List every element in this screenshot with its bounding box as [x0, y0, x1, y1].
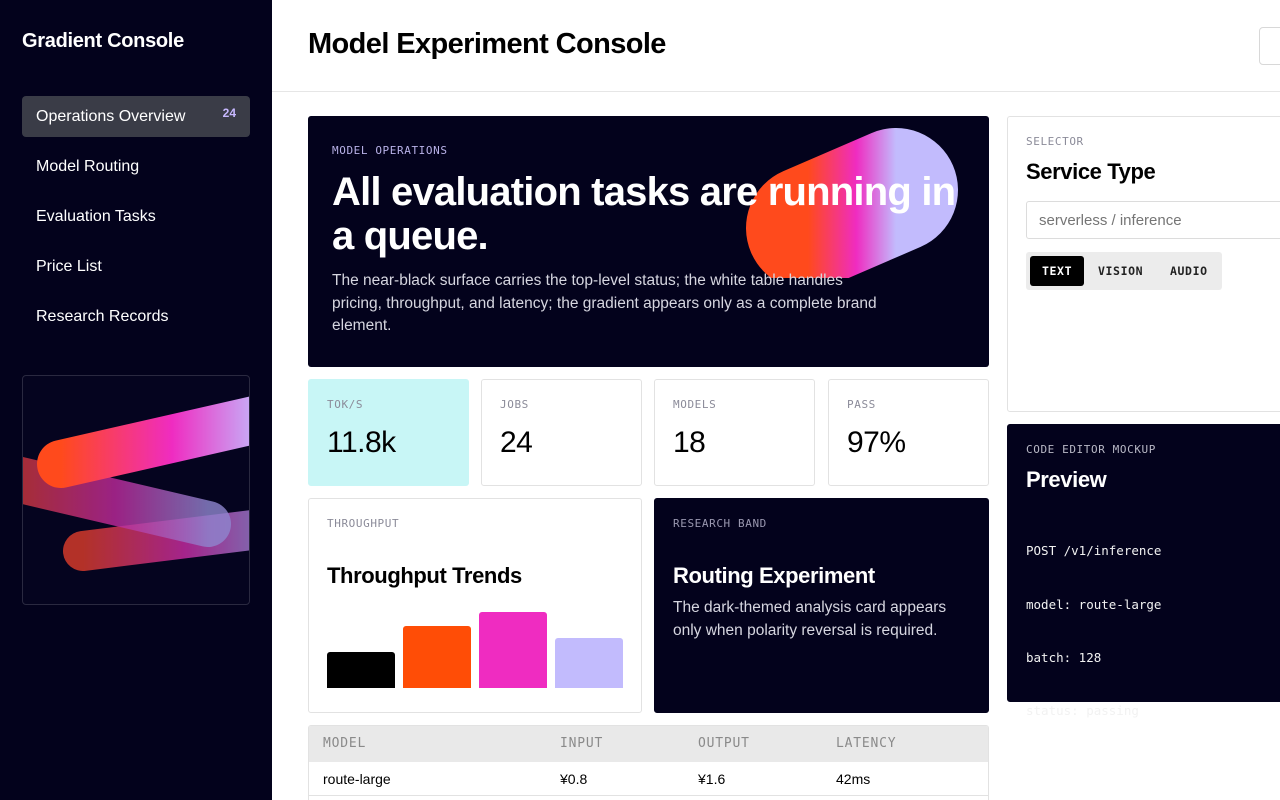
card-eyebrow: RESEARCH BAND — [673, 517, 767, 530]
selector-card: SELECTOR Service Type TEXT VISION AUDIO — [1007, 116, 1280, 412]
hero-description: The near-black surface carries the top-l… — [332, 272, 877, 334]
segment-audio[interactable]: AUDIO — [1170, 264, 1208, 278]
sidebar-item-label: Research Records — [36, 307, 169, 325]
card-title: Preview — [1026, 467, 1107, 492]
stat-label: JOBS — [500, 398, 529, 411]
stat-value: 97% — [847, 426, 906, 459]
card-title: Throughput Trends — [327, 563, 522, 588]
sidebar-item-label: Price List — [36, 257, 102, 275]
card-eyebrow: THROUGHPUT — [327, 517, 400, 530]
cell-output: ¥1.6 — [698, 771, 726, 787]
stat-label: PASS — [847, 398, 876, 411]
sidebar-item-research-records[interactable]: Research Records — [22, 296, 250, 337]
code-preview-card: CODE EDITOR MOCKUP Preview POST /v1/infe… — [1007, 424, 1280, 718]
stat-card-tok-s: TOK/S 11.8k — [308, 379, 469, 486]
modality-segmented-control: TEXT VISION AUDIO — [1026, 252, 1222, 290]
hero-title: All evaluation tasks are running in a qu… — [332, 170, 956, 258]
throughput-card: THROUGHPUT Throughput Trends — [308, 498, 642, 713]
brand-stripes-icon — [23, 396, 249, 571]
sidebar-item-operations-overview[interactable]: Operations Overview 24 — [22, 96, 250, 137]
stat-value: 24 — [500, 426, 533, 459]
column-header-input: INPUT — [560, 736, 604, 751]
gradient-blob-icon — [746, 128, 958, 278]
column-header-output: OUTPUT — [698, 736, 750, 751]
table-row[interactable]: route-large ¥0.8 ¥1.6 42ms — [309, 762, 988, 796]
code-block: POST /v1/inference model: route-large ba… — [1026, 507, 1161, 755]
top-header: Model Experiment Console — [272, 0, 1280, 92]
column-header-latency: LATENCY — [836, 736, 897, 751]
throughput-bar — [403, 626, 471, 688]
stat-label: MODELS — [673, 398, 717, 411]
sidebar-item-label: Evaluation Tasks — [36, 207, 156, 225]
cell-input: ¥0.8 — [560, 771, 588, 787]
card-title: Service Type — [1026, 159, 1156, 184]
stat-value: 11.8k — [327, 426, 396, 459]
sidebar-nav: Operations Overview 24 Model Routing Eva… — [22, 96, 250, 346]
cell-latency: 42ms — [836, 771, 871, 787]
code-line: batch: 128 — [1026, 649, 1102, 665]
throughput-bar — [479, 612, 547, 688]
brand-title: Gradient Console — [22, 30, 184, 52]
header-action-button[interactable] — [1259, 27, 1280, 65]
card-eyebrow: CODE EDITOR MOCKUP — [1026, 443, 1157, 456]
column-header-model: MODEL — [323, 736, 367, 751]
sidebar-item-price-list[interactable]: Price List — [22, 246, 250, 287]
segment-text[interactable]: TEXT — [1030, 256, 1085, 286]
card-eyebrow: SELECTOR — [1026, 135, 1084, 148]
service-type-input[interactable] — [1026, 201, 1280, 239]
stat-label: TOK/S — [327, 398, 364, 411]
throughput-bar — [327, 652, 395, 688]
card-title: Routing Experiment — [673, 563, 875, 588]
hero-status-card: MODEL OPERATIONS All evaluation tasks ar… — [308, 116, 989, 367]
cell-model: route-large — [323, 771, 391, 787]
sidebar-item-label: Model Routing — [36, 157, 140, 175]
sidebar: Gradient Console Operations Overview 24 … — [0, 0, 272, 800]
code-line: POST /v1/inference — [1026, 543, 1162, 559]
throughput-bar — [555, 638, 623, 688]
pricing-table: MODEL INPUT OUTPUT LATENCY route-large ¥… — [308, 725, 989, 800]
brand-artwork — [22, 375, 250, 605]
stat-card-jobs: JOBS 24 — [481, 379, 642, 486]
sidebar-item-label: Operations Overview — [36, 107, 186, 125]
research-card: RESEARCH BAND Routing Experiment The dar… — [654, 498, 989, 713]
code-line: status: passing — [1026, 702, 1139, 718]
page-title: Model Experiment Console — [308, 28, 666, 60]
stat-card-models: MODELS 18 — [654, 379, 815, 486]
sidebar-item-model-routing[interactable]: Model Routing — [22, 146, 250, 187]
stat-value: 18 — [673, 426, 706, 459]
code-line: model: route-large — [1026, 596, 1162, 612]
sidebar-item-evaluation-tasks[interactable]: Evaluation Tasks — [22, 196, 250, 237]
segment-vision[interactable]: VISION — [1098, 264, 1144, 278]
stat-card-pass: PASS 97% — [828, 379, 989, 486]
hero-eyebrow: MODEL OPERATIONS — [332, 144, 448, 157]
table-header: MODEL INPUT OUTPUT LATENCY — [309, 726, 988, 762]
count-badge: 24 — [222, 106, 236, 120]
card-description: The dark-themed analysis card appears on… — [673, 599, 947, 639]
